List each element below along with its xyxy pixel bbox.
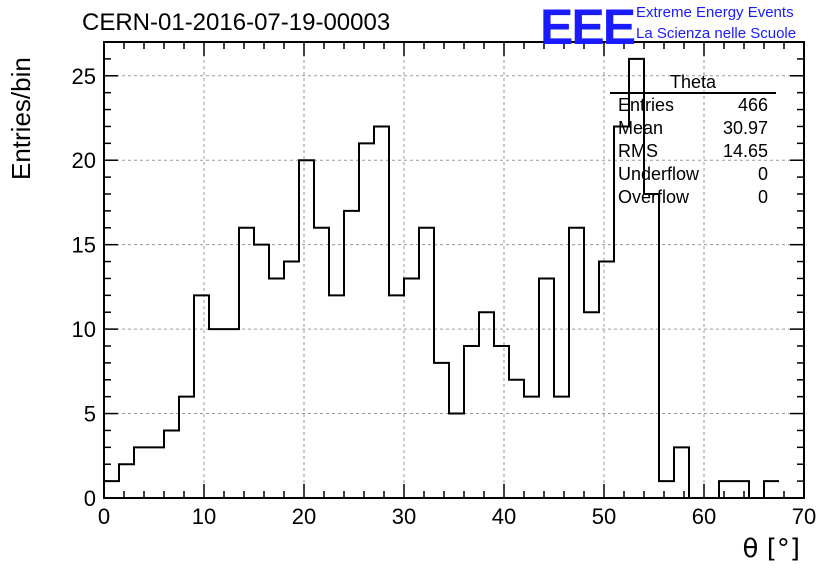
histogram-bin bbox=[464, 346, 479, 498]
histogram-bin bbox=[539, 278, 554, 498]
x-tick-label: 40 bbox=[492, 504, 516, 529]
stats-label: Underflow bbox=[618, 164, 700, 184]
histogram-bin bbox=[179, 397, 194, 498]
histogram-bin bbox=[479, 312, 494, 498]
x-tick-label: 20 bbox=[292, 504, 316, 529]
histogram-bin bbox=[344, 211, 359, 498]
x-tick-label: 30 bbox=[392, 504, 416, 529]
chart-title: CERN-01-2016-07-19-00003 bbox=[82, 9, 391, 36]
histogram-bin bbox=[644, 194, 659, 498]
y-tick-label: 0 bbox=[84, 486, 96, 511]
y-tick-label: 15 bbox=[72, 233, 96, 258]
stats-value: 14.65 bbox=[722, 141, 768, 161]
plot-frame bbox=[103, 41, 805, 499]
histogram-bin bbox=[374, 126, 389, 498]
histogram-bin bbox=[284, 262, 299, 498]
histogram-bin bbox=[569, 228, 584, 498]
stats-value: 0 bbox=[757, 164, 768, 184]
histogram-bin bbox=[494, 346, 509, 498]
histogram-bin bbox=[674, 447, 689, 498]
x-tick-label: 50 bbox=[592, 504, 616, 529]
histogram-bin bbox=[134, 447, 149, 498]
y-tick-label: 25 bbox=[72, 64, 96, 89]
histogram-bin bbox=[449, 414, 464, 498]
x-axis-label: θ [°] bbox=[742, 534, 800, 564]
stats-row-underflow: Underflow 0 bbox=[610, 163, 776, 186]
stats-title: Theta bbox=[610, 72, 776, 94]
histogram-bin bbox=[224, 329, 239, 498]
histogram-bin bbox=[269, 278, 284, 498]
stats-box: Theta Entries 466 Mean 30.97 RMS 14.65 U… bbox=[610, 72, 776, 209]
histogram-bin bbox=[764, 481, 779, 498]
histogram-bin bbox=[104, 481, 119, 498]
histogram-bin bbox=[419, 228, 434, 498]
stats-row-entries: Entries 466 bbox=[610, 94, 776, 117]
histogram-bin bbox=[599, 262, 614, 498]
x-tick-label: 10 bbox=[192, 504, 216, 529]
logo-line-2: La Scienza nelle Scuole bbox=[636, 25, 797, 42]
logo-line-1: Extreme Energy Events bbox=[636, 4, 794, 21]
histogram-bin bbox=[509, 380, 524, 498]
histogram-bin bbox=[194, 295, 209, 498]
stats-value: 466 bbox=[737, 95, 768, 115]
stats-value: 30.97 bbox=[722, 118, 768, 138]
stats-row-overflow: Overflow 0 bbox=[610, 186, 776, 209]
eee-logo: EEE bbox=[540, 0, 636, 55]
histogram-bin bbox=[239, 228, 254, 498]
histogram-bin bbox=[719, 481, 734, 498]
histogram-bin bbox=[209, 329, 224, 498]
y-axis-label: Entries/bin bbox=[6, 57, 36, 180]
stats-row-rms: RMS 14.65 bbox=[610, 140, 776, 163]
x-tick-label: 60 bbox=[692, 504, 716, 529]
x-tick-label: 0 bbox=[98, 504, 110, 529]
histogram-bin bbox=[314, 228, 329, 498]
stats-value: 0 bbox=[757, 187, 768, 207]
histogram-bin bbox=[404, 278, 419, 498]
histogram-bin bbox=[359, 143, 374, 498]
histogram-bin bbox=[434, 363, 449, 498]
histogram-bin bbox=[119, 464, 134, 498]
histogram-bin bbox=[149, 447, 164, 498]
histogram-bin bbox=[584, 312, 599, 498]
stats-label: RMS bbox=[618, 141, 658, 161]
histogram-bin bbox=[734, 481, 749, 498]
histogram-bin bbox=[524, 397, 539, 498]
histogram-bin bbox=[164, 430, 179, 498]
stats-label: Mean bbox=[618, 118, 664, 138]
y-tick-label: 20 bbox=[72, 148, 96, 173]
histogram-bin bbox=[299, 160, 314, 498]
histogram-bin bbox=[554, 397, 569, 498]
histogram-bin bbox=[389, 295, 404, 498]
y-tick-label: 10 bbox=[72, 317, 96, 342]
y-tick-label: 5 bbox=[84, 402, 96, 427]
x-tick-label: 70 bbox=[792, 504, 816, 529]
stats-row-mean: Mean 30.97 bbox=[610, 117, 776, 140]
stats-label: Entries bbox=[618, 95, 675, 115]
stats-label: Overflow bbox=[618, 187, 690, 207]
histogram-bin bbox=[254, 245, 269, 498]
histogram-line bbox=[104, 57, 779, 499]
histogram-bin bbox=[659, 481, 674, 498]
histogram-bin bbox=[329, 295, 344, 498]
